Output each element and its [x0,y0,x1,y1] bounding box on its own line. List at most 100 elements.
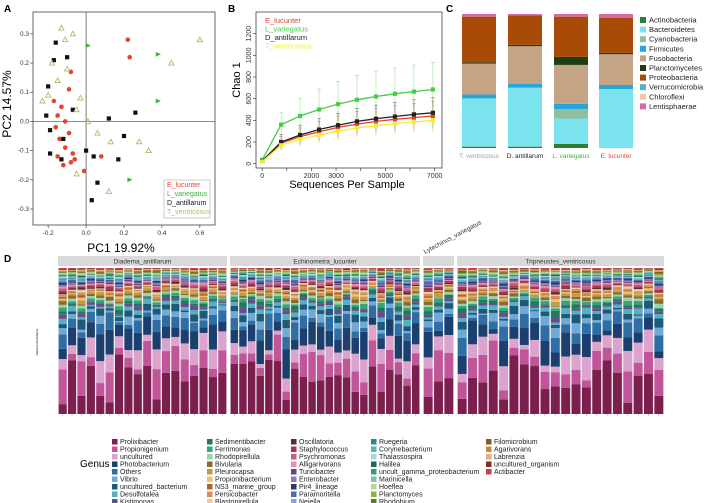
genus-segment [360,309,368,313]
genus-segment [623,319,633,323]
genus-segment [530,293,540,295]
genus-segment [633,276,643,279]
genus-segment [342,377,351,414]
genus-segment [561,356,571,375]
genus-segment [96,271,105,273]
genus-segment [308,268,316,269]
genus-segment [423,281,433,284]
genus-segment [316,301,325,304]
genus-legend-label: uncultured_bacterium [120,484,187,491]
genus-segment [114,290,124,292]
genus-segment [291,297,299,300]
genus-segment [299,289,308,292]
genus-segment [530,288,540,290]
genus-segment [561,289,571,291]
genus-segment [247,277,256,280]
genus-segment [644,269,653,271]
genus-segment [457,296,467,300]
genus-segment [444,353,454,379]
genus-segment [265,290,273,293]
genus-segment [561,387,571,414]
genus-segment [114,286,124,288]
genus-segment [265,309,273,311]
genus-segment [180,278,189,280]
genus-segment [602,298,612,302]
genus-segment [299,284,308,286]
genus-segment [602,281,612,283]
genus-segment [368,268,377,270]
genus-segment [133,350,142,370]
genus-segment [265,303,273,307]
genus-segment [58,369,67,405]
genus-segment [199,327,208,333]
genus-segment [457,303,467,306]
genus-segment [334,362,342,376]
genus-segment [190,270,199,272]
genus-segment [351,310,359,312]
genus-segment [478,271,488,273]
genus-segment [403,269,411,271]
pca-point-d_antillarum [70,107,75,112]
genus-segment [423,271,433,273]
genus-segment [334,273,342,275]
genus-segment [444,303,454,309]
genus-segment [530,317,540,323]
genus-segment [423,317,433,320]
genus-segment [351,299,359,304]
genus-segment [488,278,498,279]
genus-segment [96,289,105,291]
genus-segment [368,271,377,273]
genus-segment [230,294,239,297]
genus-segment [180,269,189,271]
genus-segment [230,271,239,272]
genus-segment [623,293,633,296]
genus-segment [325,279,334,281]
genus-segment [561,313,571,319]
genus-segment [509,293,519,297]
genus-segment [457,270,467,272]
genus-segment [230,301,239,303]
genus-segment [239,322,247,327]
genus-segment [540,289,550,291]
genus-segment [530,276,540,278]
genus-segment [623,291,633,294]
genus-segment [368,297,377,302]
genus-segment [199,272,208,274]
genus-segment [411,268,420,270]
genus-segment [291,305,299,311]
genus-segment [457,286,467,287]
genus-segment [654,358,664,370]
genus-segment [351,287,359,290]
genus-segment [247,283,256,286]
genus-segment [530,366,540,414]
genus-segment [124,303,133,307]
genus-segment [68,292,77,294]
genus-segment [623,322,633,338]
genus-segment [171,286,180,287]
genus-legend-label: Desulfotalea [120,492,159,499]
genus-segment [299,291,308,294]
phylum-segment-proteobacteria [599,18,633,53]
genus-segment [68,289,77,291]
genus-segment [394,278,403,280]
genus-segment [602,271,612,273]
genus-segment [368,289,377,294]
genus-segment [457,294,467,297]
genus-segment [239,346,247,354]
genus-segment [654,351,664,359]
genus-segment [86,268,95,269]
genus-segment [540,270,550,272]
genus-segment [291,278,299,280]
genus-segment [644,293,653,295]
genus-segment [342,281,351,283]
genus-segment [550,298,560,303]
genus-segment [394,287,403,290]
genus-segment [299,271,308,273]
genus-segment [161,274,171,276]
genus-segment [488,300,498,304]
genus-segment [571,310,581,315]
genus-segment [316,273,325,275]
genus-segment [411,276,420,277]
genus-segment [256,305,264,310]
genus-segment [592,369,602,414]
